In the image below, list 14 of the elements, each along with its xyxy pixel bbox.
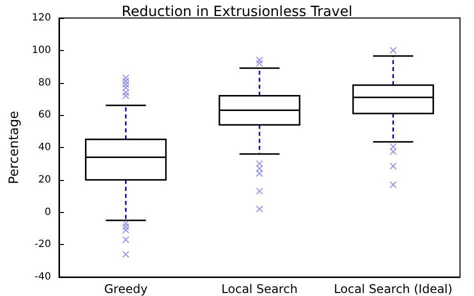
y-tick-label: 120 (32, 12, 51, 24)
y-tick-label: 60 (38, 110, 51, 121)
y-tick-label: -20 (34, 239, 51, 250)
y-tick-label: 80 (38, 77, 51, 88)
x-tick-label: Greedy (104, 282, 148, 296)
x-tick-label: Local Search (221, 282, 298, 296)
chart-title: Reduction in Extrusionless Travel (122, 4, 352, 20)
x-tick-label: Local Search (Ideal) (334, 282, 452, 296)
y-axis-title: Percentage (7, 110, 22, 184)
y-tick-label: 100 (32, 44, 51, 56)
y-tick-label: 40 (38, 142, 51, 153)
y-tick-label: -40 (34, 272, 51, 282)
y-tick-label: 0 (44, 206, 51, 218)
y-tick-label: 20 (38, 174, 51, 186)
